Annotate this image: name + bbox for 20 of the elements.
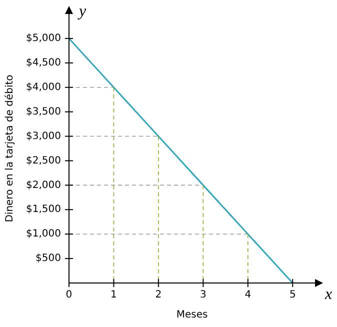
y-tick-label: $500 xyxy=(36,253,61,264)
y-tick-label: $5,000 xyxy=(26,33,61,44)
annotation: y xyxy=(76,3,87,20)
x-tick-label: 4 xyxy=(244,290,252,301)
y-tick-label: $1,500 xyxy=(26,204,61,216)
y-axis-title: Dinero en la tarjeta de débito xyxy=(4,74,16,222)
y-tick-label: $4,500 xyxy=(26,58,61,69)
y-tick-label: $1,000 xyxy=(26,228,61,240)
x-tick-label: 2 xyxy=(155,290,162,301)
y-tick-label: $3,500 xyxy=(26,106,61,118)
y-tick-label: $2,000 xyxy=(26,180,61,191)
y-tick-label: $4,000 xyxy=(26,82,61,93)
text: x xyxy=(324,286,332,304)
x-axis-title: Meses xyxy=(176,310,208,321)
x-tick-label: 0 xyxy=(66,290,72,301)
x-tick-label: 1 xyxy=(110,290,117,301)
x-tick-label: 5 xyxy=(289,290,296,301)
x-tick-label: 3 xyxy=(200,290,206,301)
y-tick-label: $3,000 xyxy=(26,130,61,142)
y-tick-label: $2,500 xyxy=(26,155,61,166)
